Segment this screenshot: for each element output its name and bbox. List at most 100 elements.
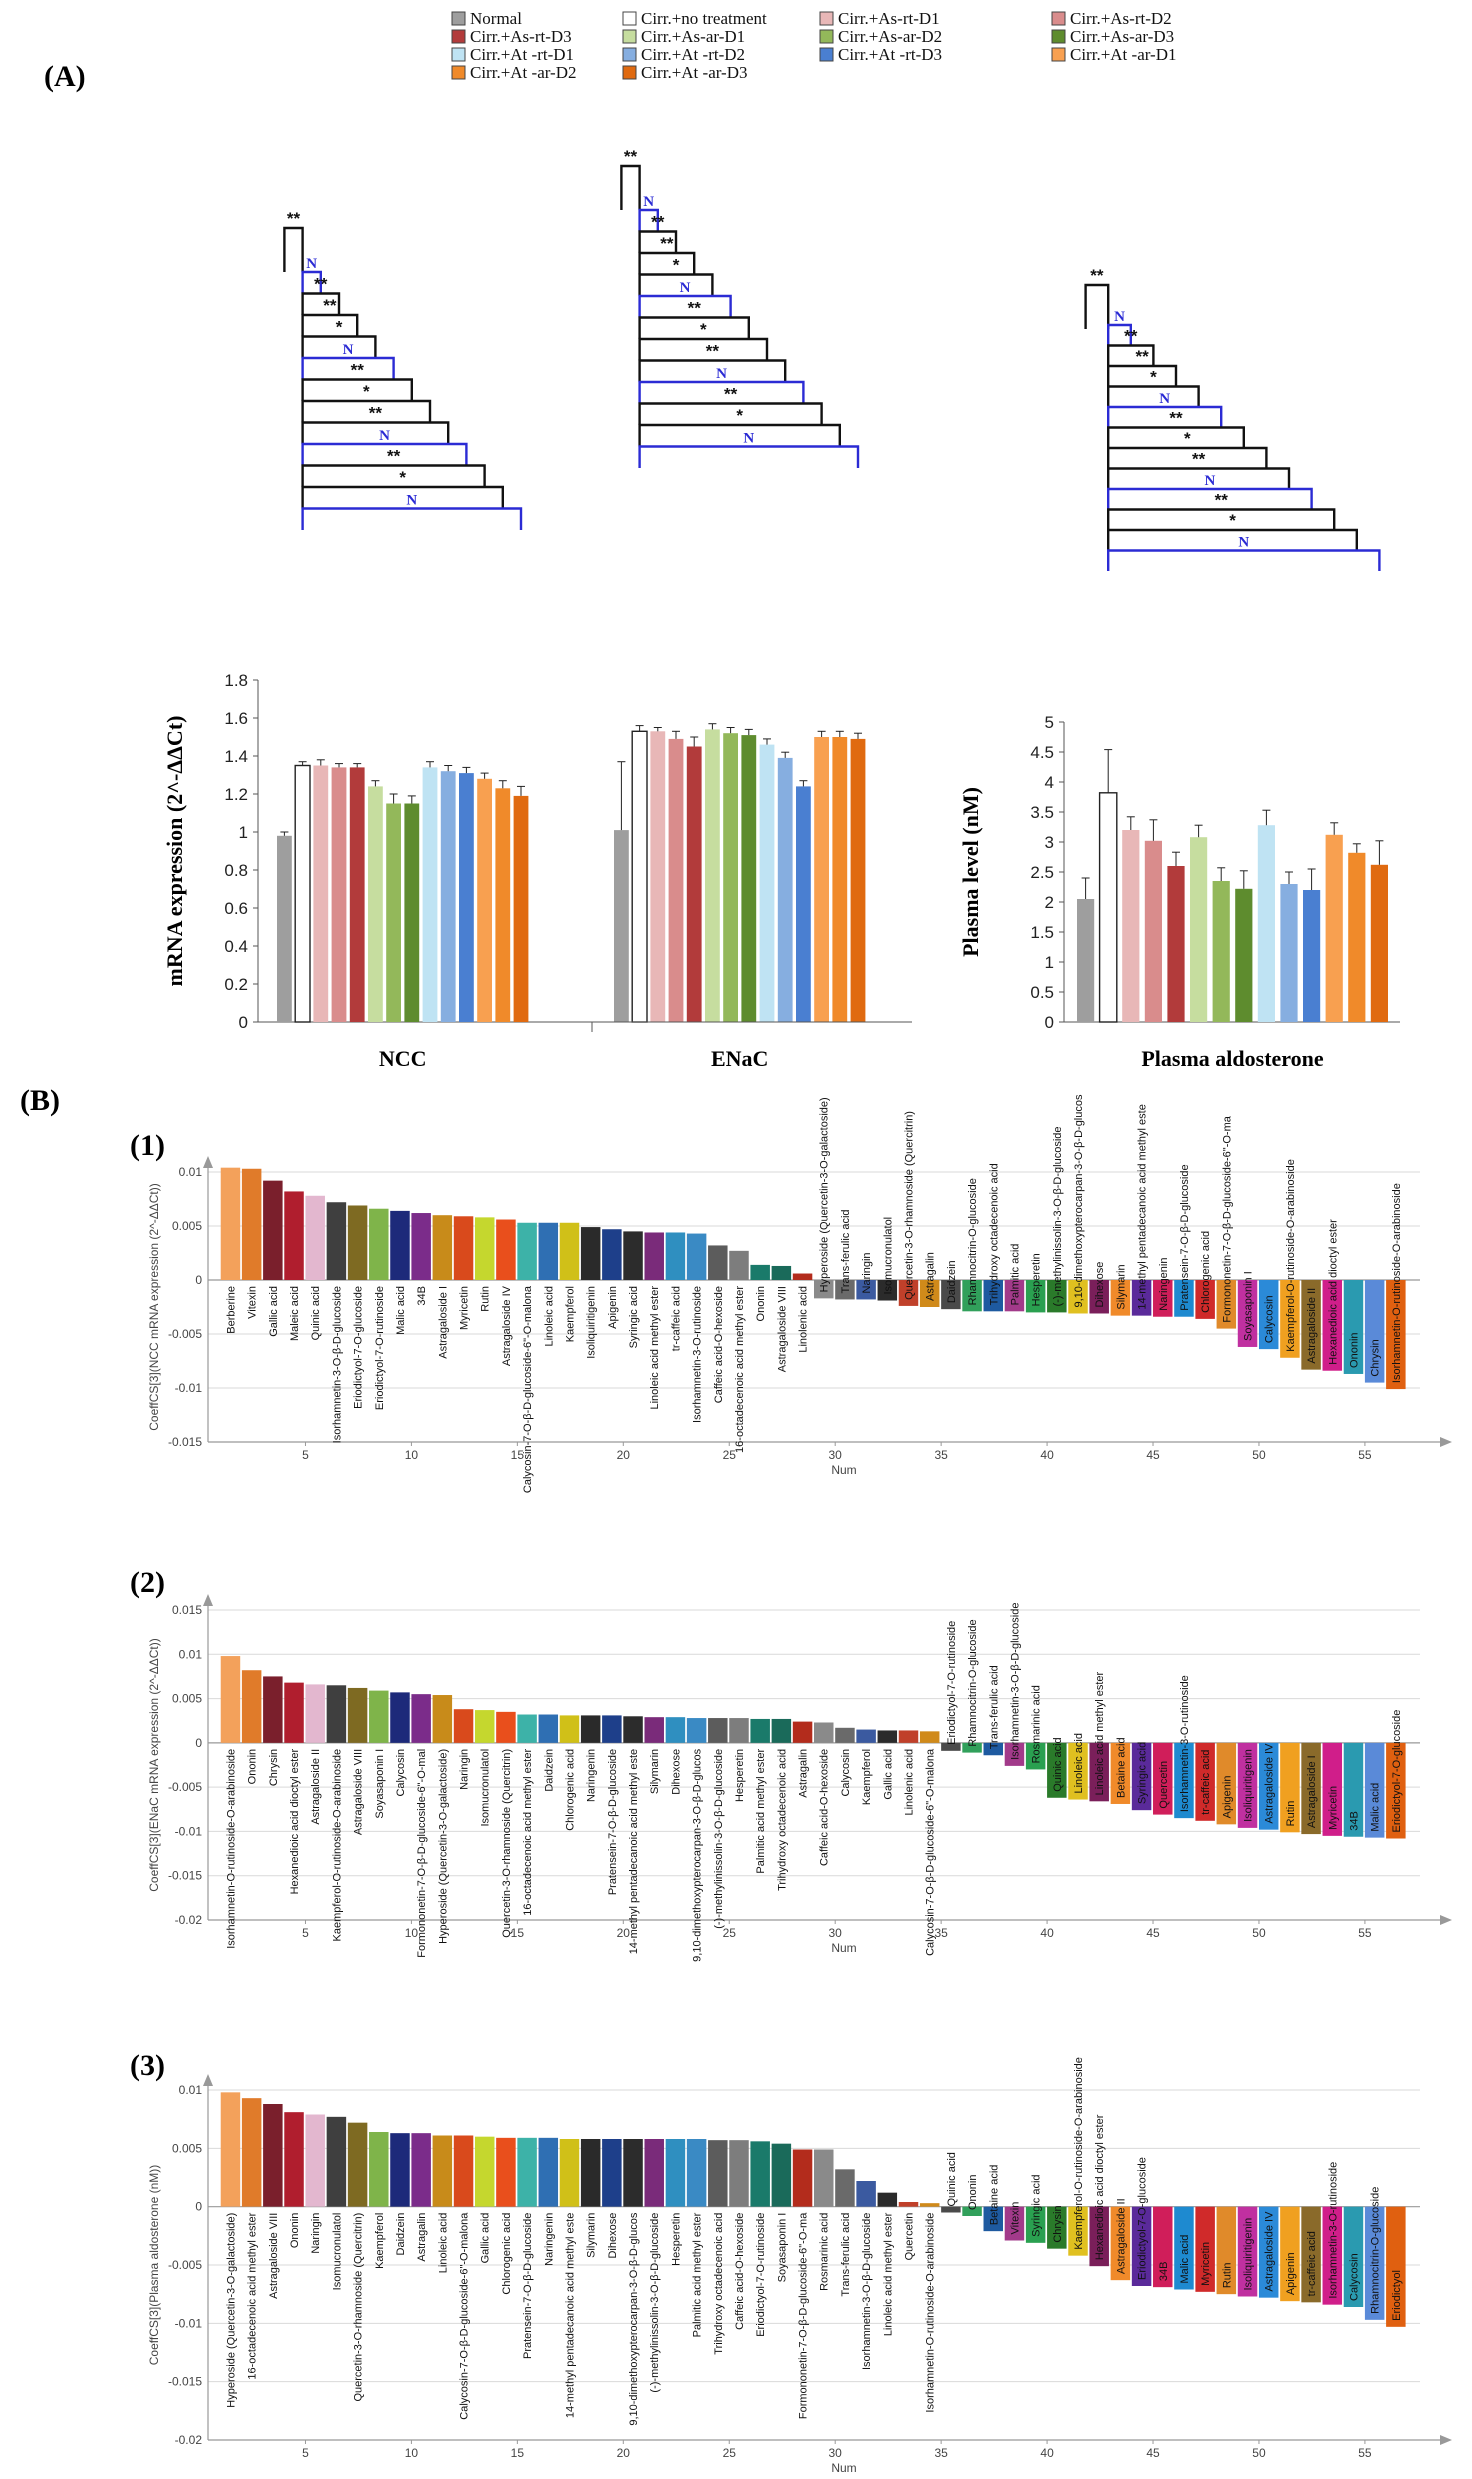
compound-label: Apigenin <box>607 1286 619 1329</box>
coef-bar <box>919 2203 940 2207</box>
coef-bar <box>1322 2206 1343 2305</box>
compound-label: Berberine <box>225 1286 237 1334</box>
significance-bracket <box>638 230 678 253</box>
bar-a-8 <box>422 767 438 1022</box>
significance-bracket <box>1107 549 1381 571</box>
y-axis-arrow <box>203 1594 213 1606</box>
star-label: ** <box>369 404 383 423</box>
significance-bracket <box>620 164 641 210</box>
star-label: * <box>700 320 707 339</box>
x-tick-label: 5 <box>302 1448 309 1462</box>
x-tick-label: 55 <box>1358 2446 1372 2460</box>
compound-label: (-)-methylinissolin-3-O-β-D-glucoside <box>713 1749 725 1929</box>
compound-label: Isorhamnetin-3-O-β-D-glucoside <box>861 2213 873 2370</box>
coef-bar <box>729 1718 749 1743</box>
ns-label: N <box>716 366 727 382</box>
coef-bar <box>1047 2206 1067 2249</box>
compound-label: Astragaloside IV <box>1264 2211 1276 2292</box>
coef-bar <box>1258 2206 1279 2298</box>
star-label: * <box>399 468 406 487</box>
coef-bar <box>369 1208 389 1280</box>
compound-label: Quercetin <box>904 2213 916 2261</box>
x-tick-label: 35 <box>934 1926 948 1940</box>
significance-bracket <box>638 380 805 404</box>
compound-label: Hexanedioic acid dioctyl ester <box>289 1749 301 1895</box>
coef-bar <box>665 2139 686 2207</box>
compound-label: Isorhamnetin-3-O-β-D-glucoside <box>1009 1603 1021 1760</box>
legend: Normal Cirr.+no treatment Cirr.+As-rt-D1 Ci… <box>451 9 1177 82</box>
bar-b-6 <box>723 733 738 1022</box>
compound-label: (-)-methylinissolin-3-O-β-D-glucoside <box>1052 1126 1064 1306</box>
significance-bracket <box>301 313 359 337</box>
x-axis-arrow <box>1440 1915 1452 1925</box>
x-tick-label: 55 <box>1358 1926 1372 1940</box>
ns-label: N <box>306 256 317 272</box>
coef-bar <box>453 1216 474 1280</box>
significance-bracket <box>638 337 769 361</box>
coef-bar <box>1195 1742 1215 1821</box>
compound-label: Astragalin <box>416 2213 428 2262</box>
y-tick-label: 0.005 <box>172 1692 202 1706</box>
bar-a-1 <box>1098 792 1118 1023</box>
compound-label: Eriodictyol-7-O-rutinoside <box>374 1286 386 1410</box>
compound-label: 14-methyl pentadecanoic acid methyl este <box>564 2213 576 2418</box>
coef-bar <box>220 1656 241 1743</box>
coef-bar <box>1195 1280 1215 1319</box>
compound-label: Linoleic acid methyl ester <box>649 1286 661 1410</box>
bar-a-12 <box>495 788 511 1022</box>
compound-label: Rosmarinic acid <box>1031 1685 1043 1763</box>
compound-label: Chrysin <box>1052 2205 1064 2242</box>
compound-label: Isomucronulatol <box>480 1749 492 1827</box>
compound-label: Isoliquiritigenin <box>1243 1749 1255 1822</box>
bar-a-3 <box>1144 840 1162 1022</box>
coef-bar <box>1195 2206 1215 2292</box>
bar-a-10 <box>459 773 474 1022</box>
compound-label: Astragaloside II <box>1115 2198 1127 2274</box>
y-axis-arrow <box>203 1156 213 1168</box>
star-label: * <box>1229 511 1236 530</box>
compound-label: (-)-methylinissolin-3-O-β-D-glucoside <box>649 2213 661 2393</box>
y-tick-label: -0.015 <box>168 1435 202 1449</box>
coef-bar <box>284 1191 304 1280</box>
star-label: * <box>673 256 680 275</box>
star-label: * <box>336 318 343 337</box>
bar-a-7 <box>404 803 420 1022</box>
coef-bar <box>580 2139 601 2207</box>
compound-label: Linoleic acid <box>543 1286 555 1347</box>
ns-label: N <box>1159 391 1170 407</box>
coef-bar <box>983 1742 1004 1756</box>
star-label: ** <box>1169 409 1183 428</box>
bar-b-4 <box>686 746 702 1022</box>
star-label: ** <box>1192 450 1206 469</box>
compound-label: Linoleic acid methyl ester <box>1094 1671 1106 1795</box>
coef-bar <box>263 1180 283 1280</box>
compound-label: Kaempferol-O-rutinoside-O-arabinoside <box>331 1749 343 1942</box>
coef-bar <box>474 2136 495 2207</box>
coef-bar <box>1322 1742 1343 1836</box>
compound-label: 14-methyl pentadecanoic acid methyl este <box>1137 1104 1149 1309</box>
coef-bar <box>708 1245 728 1280</box>
compound-label: Isorhamnetin-O-rutinoside-O-arabinoside <box>225 1749 237 1949</box>
x-tick-label: 35 <box>934 1448 948 1462</box>
ns-label: N <box>1238 535 1249 551</box>
compound-label: Linoleic acid <box>1073 1733 1085 1794</box>
legend-label: Cirr.+At -rt-D1 <box>470 45 574 64</box>
bar-a-4 <box>349 767 365 1022</box>
coef-bar <box>1068 1280 1088 1314</box>
legend-label: Cirr.+As-ar-D2 <box>838 27 942 46</box>
significance-bracket <box>301 464 486 487</box>
coef-bar <box>941 2206 961 2213</box>
compound-label: Isorhamnetin-3-O-rutinoside <box>692 1286 704 1423</box>
compound-label: Quinic acid <box>310 1286 322 1340</box>
coef-bar <box>1153 2206 1173 2288</box>
bar-b-8 <box>759 744 775 1022</box>
coef-bar <box>1068 2206 1088 2256</box>
x-tick-label: 40 <box>1040 2446 1054 2460</box>
compound-label: Vitexin <box>1009 2202 1021 2235</box>
bar-a-0 <box>277 835 292 1022</box>
x-tick-label: 25 <box>723 2446 737 2460</box>
star2-label: ** <box>624 147 638 166</box>
coef-bar <box>305 2114 325 2207</box>
significance-bracket <box>638 251 696 275</box>
compound-label: Rhamnocitrin-O-glucoside <box>967 1178 979 1305</box>
